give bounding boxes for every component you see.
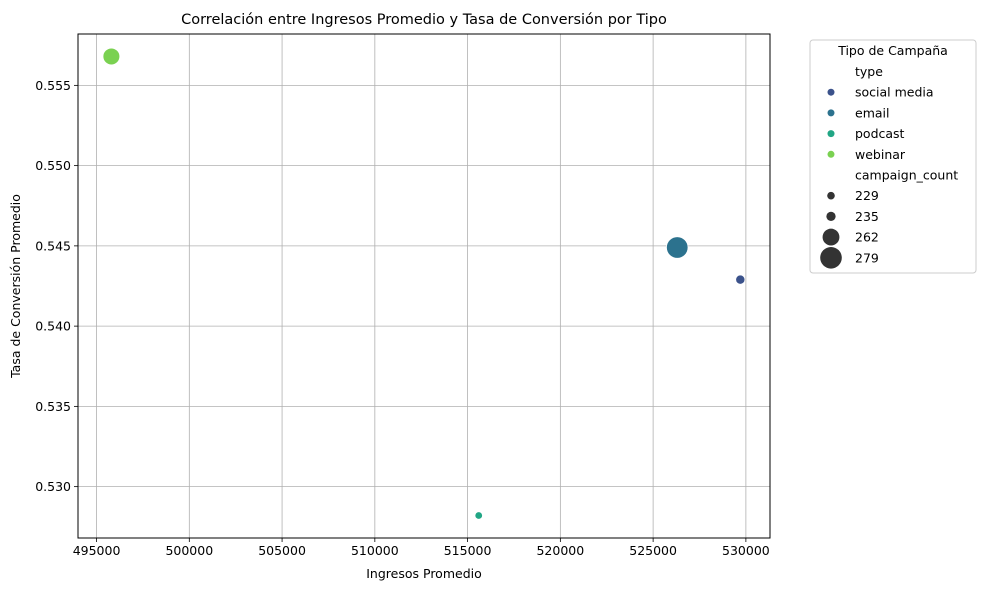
y-axis-label: Tasa de Conversión Promedio xyxy=(8,194,23,379)
x-tick-label: 500000 xyxy=(165,543,213,558)
scatter-point xyxy=(474,511,483,520)
legend-marker xyxy=(827,130,835,138)
x-tick-label: 530000 xyxy=(722,543,770,558)
legend-hue-title: type xyxy=(855,64,883,79)
scatter-point xyxy=(735,274,746,285)
axis-ticks: 495000 500000 505000 510000 515000 520000 5250… xyxy=(35,78,770,558)
x-tick-label: 515000 xyxy=(444,543,492,558)
legend-label: email xyxy=(855,105,889,120)
x-tick-label: 495000 xyxy=(73,543,121,558)
y-tick-label: 0.540 xyxy=(35,319,71,334)
legend-size-marker xyxy=(822,228,840,246)
x-tick-label: 520000 xyxy=(536,543,584,558)
legend-label: webinar xyxy=(855,147,906,162)
legend-size-title: campaign_count xyxy=(855,168,958,183)
x-tick-label: 510000 xyxy=(351,543,399,558)
y-tick-label: 0.555 xyxy=(35,78,71,93)
legend-size-marker xyxy=(826,211,836,222)
plot-frame xyxy=(77,33,771,539)
legend: Tipo de Campaña type social media email pod… xyxy=(809,39,977,274)
scatter-point xyxy=(666,236,689,259)
scatter-point xyxy=(102,47,121,66)
legend-size-marker xyxy=(820,246,842,269)
legend-label: 279 xyxy=(855,250,879,265)
legend-label: 262 xyxy=(855,230,879,245)
legend-label: social media xyxy=(855,85,934,100)
y-tick-label: 0.535 xyxy=(35,399,71,414)
data-points xyxy=(102,47,746,520)
y-tick-label: 0.530 xyxy=(35,479,71,494)
legend-label: podcast xyxy=(855,126,905,141)
x-axis-label: Ingresos Promedio xyxy=(366,566,482,581)
y-tick-label: 0.545 xyxy=(35,238,71,253)
legend-title: Tipo de Campaña xyxy=(837,43,948,58)
chart-title: Correlación entre Ingresos Promedio y Ta… xyxy=(181,12,667,28)
x-tick-label: 505000 xyxy=(258,543,306,558)
grid xyxy=(78,34,770,538)
legend-label: 229 xyxy=(855,188,879,203)
legend-frame xyxy=(809,39,977,274)
legend-marker xyxy=(827,150,835,158)
legend-marker xyxy=(827,109,835,117)
x-tick-label: 525000 xyxy=(629,543,677,558)
legend-marker xyxy=(827,88,835,96)
legend-size-marker xyxy=(827,191,835,200)
legend-label: 235 xyxy=(855,209,879,224)
y-tick-label: 0.550 xyxy=(35,158,71,173)
